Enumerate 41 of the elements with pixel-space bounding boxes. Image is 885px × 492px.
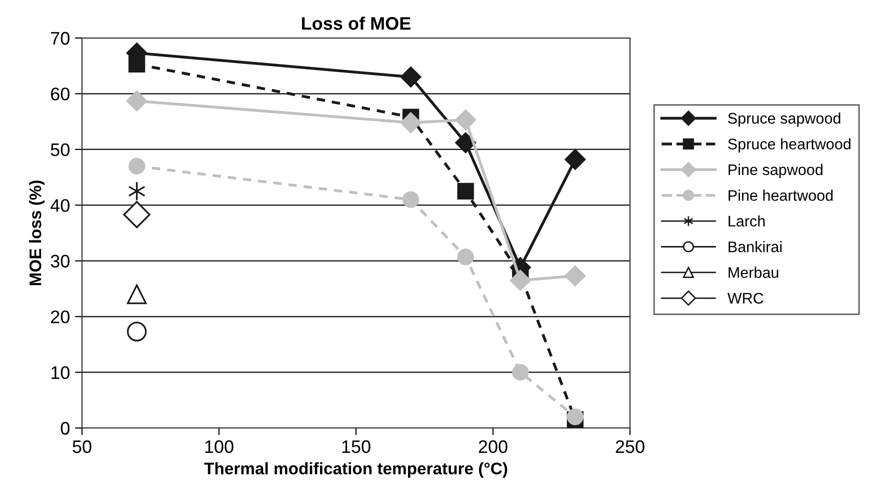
point: [400, 66, 422, 88]
point: [402, 191, 420, 208]
legend-label: Bankirai: [728, 241, 782, 252]
legend-label: Larch: [728, 215, 765, 227]
x-tick-label: 250: [616, 440, 644, 454]
y-tick-label: 60: [51, 88, 70, 100]
point: [123, 201, 150, 228]
point: [400, 112, 422, 134]
legend-label: Spruce sapwood: [728, 112, 840, 127]
y-tick-label: 40: [50, 199, 70, 212]
point: [126, 322, 147, 342]
y-tick-label: 10: [51, 366, 70, 380]
legend-label: Merbau: [728, 266, 778, 278]
point: [510, 270, 531, 291]
x-tick-label: 50: [72, 440, 92, 454]
y-tick-label: 50: [50, 143, 70, 156]
point: [564, 265, 586, 286]
point: [128, 158, 146, 174]
point: [455, 132, 476, 154]
point: [128, 56, 146, 73]
y-axis-title: MOE loss (%): [29, 180, 45, 286]
y-tick-label: 70: [51, 32, 70, 45]
legend-label: Pine heartwood: [728, 190, 833, 201]
point: [457, 182, 474, 200]
point: [126, 284, 147, 304]
y-tick-label: 0: [60, 422, 70, 435]
chart-title: Loss of MOE: [302, 16, 410, 30]
point: [564, 148, 586, 170]
x-tick-label: 150: [342, 440, 370, 454]
y-tick-label: 20: [51, 310, 70, 324]
legend-label: Pine sapwood: [728, 164, 822, 178]
point: [455, 109, 476, 130]
y-tick-label: 30: [50, 254, 70, 268]
x-tick-label: 200: [478, 440, 508, 454]
point: [126, 90, 148, 112]
point: [512, 364, 529, 381]
legend-label: Spruce heartwood: [728, 138, 850, 152]
x-axis-title: Thermal modification temperature (°C): [204, 462, 508, 478]
legend-label: WRC: [727, 292, 764, 304]
point: [457, 248, 474, 266]
x-tick-label: 100: [205, 440, 234, 454]
